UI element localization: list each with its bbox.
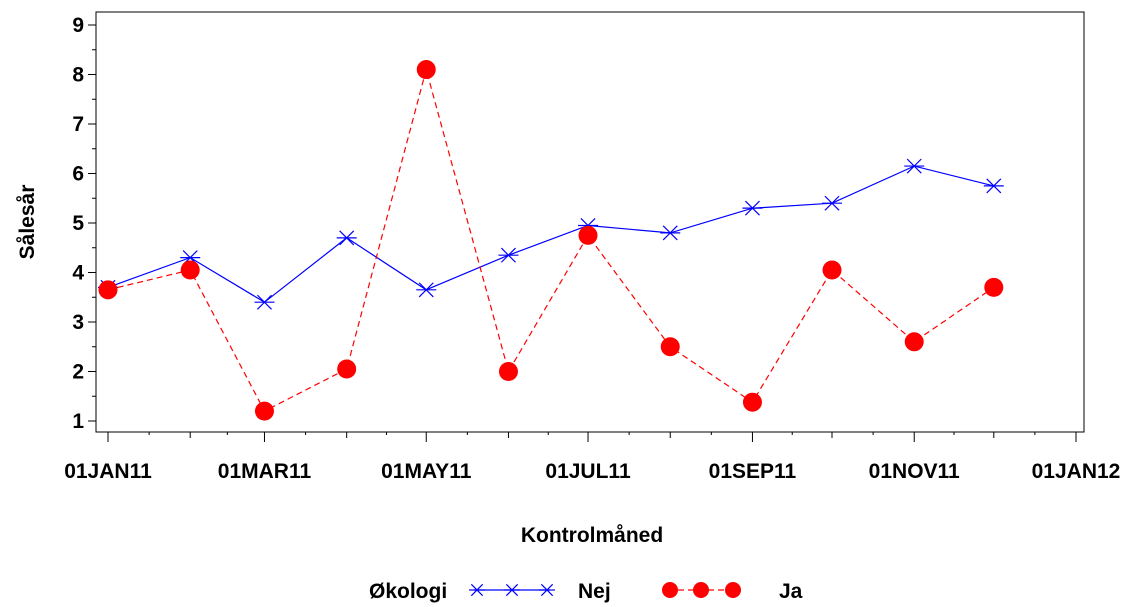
marker-stroke bbox=[906, 158, 922, 174]
data-point-ja bbox=[180, 260, 200, 280]
x-tick-label: 01MAY11 bbox=[381, 460, 472, 483]
y-tick-label: 5 bbox=[72, 212, 84, 235]
plot-frame bbox=[95, 11, 1085, 433]
x-tick-label: 01JUL11 bbox=[545, 460, 631, 483]
data-point-nej bbox=[498, 247, 519, 263]
marker-stroke bbox=[505, 583, 519, 597]
data-point-ja bbox=[98, 280, 118, 300]
data-point-ja bbox=[578, 225, 598, 245]
x-tick-label: 01NOV11 bbox=[869, 460, 960, 483]
legend-label-nej: Nej bbox=[578, 580, 611, 603]
data-point-ja bbox=[822, 260, 842, 280]
series-line-nej bbox=[107, 165, 994, 303]
data-point-nej bbox=[983, 178, 1004, 194]
marker-stroke bbox=[824, 195, 840, 211]
data-point-nej bbox=[416, 282, 437, 298]
legend-marker-ja bbox=[662, 582, 678, 598]
data-point-ja bbox=[337, 359, 357, 379]
marker-stroke bbox=[662, 225, 678, 241]
y-tick-label: 2 bbox=[72, 361, 84, 384]
x-axis-title: Kontrolmåned bbox=[521, 524, 663, 547]
y-tick-label: 1 bbox=[72, 410, 84, 433]
marker-stroke bbox=[986, 178, 1002, 194]
y-tick-label: 9 bbox=[72, 14, 84, 37]
series-layer bbox=[98, 60, 1004, 421]
legend-marker-nej bbox=[504, 583, 520, 597]
data-point-ja bbox=[742, 392, 762, 412]
data-point-ja bbox=[984, 277, 1004, 297]
data-point-nej bbox=[660, 225, 681, 241]
data-point-ja bbox=[904, 332, 924, 352]
legend-marker-ja bbox=[693, 582, 709, 598]
data-point-nej bbox=[822, 195, 843, 211]
series-line-ja bbox=[107, 67, 995, 412]
y-axis-title: Sålesår bbox=[16, 185, 39, 260]
y-tick-label: 3 bbox=[72, 311, 84, 334]
x-axis-ticks: 01JAN11 01MAR11 01MAY11 01JUL11 01SEP11 01NOV… bbox=[64, 432, 1120, 483]
x-tick-label: 01MAR11 bbox=[218, 460, 312, 483]
y-tick-label: 7 bbox=[72, 113, 84, 136]
data-point-nej bbox=[336, 230, 357, 246]
marker-stroke bbox=[418, 282, 434, 298]
legend-title: Økologi bbox=[369, 580, 447, 603]
data-point-nej bbox=[904, 158, 925, 174]
legend: Økologi Nej Ja bbox=[369, 580, 803, 603]
marker-stroke bbox=[500, 247, 516, 263]
x-tick-label: 01JAN11 bbox=[64, 460, 152, 483]
marker-stroke bbox=[744, 200, 760, 216]
legend-label-ja: Ja bbox=[779, 580, 803, 603]
marker-stroke bbox=[470, 583, 484, 597]
legend-item-nej bbox=[469, 583, 555, 597]
data-point-nej bbox=[254, 294, 275, 310]
data-point-ja bbox=[660, 337, 680, 357]
data-point-nej bbox=[742, 200, 763, 216]
x-tick-label: 01JAN12 bbox=[1032, 460, 1121, 483]
legend-marker-nej bbox=[469, 583, 485, 597]
marker-stroke bbox=[339, 230, 355, 246]
y-tick-label: 6 bbox=[72, 163, 84, 186]
y-axis-ticks: 1 2 3 4 5 6 7 8 9 bbox=[72, 14, 96, 433]
data-point-ja bbox=[416, 60, 436, 80]
marker-stroke bbox=[256, 294, 272, 310]
data-point-ja bbox=[498, 362, 518, 381]
legend-marker-ja bbox=[725, 582, 741, 598]
y-tick-label: 8 bbox=[72, 64, 84, 87]
y-tick-label: 4 bbox=[72, 262, 84, 285]
x-tick-label: 01SEP11 bbox=[709, 460, 797, 483]
legend-item-ja bbox=[662, 582, 741, 598]
marker-stroke bbox=[540, 583, 554, 597]
legend-marker-nej bbox=[539, 583, 555, 597]
data-point-ja bbox=[254, 401, 274, 421]
